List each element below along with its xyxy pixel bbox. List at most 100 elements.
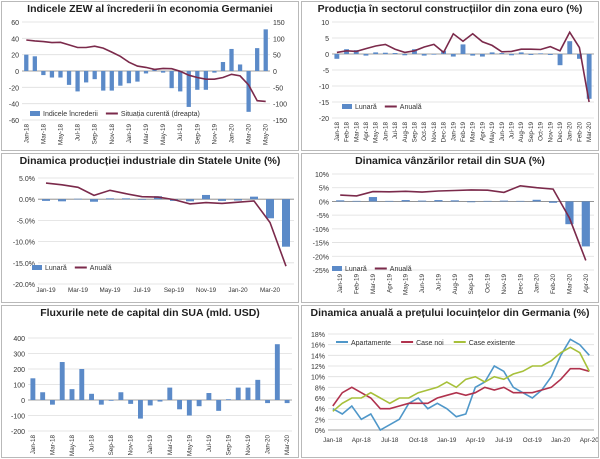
- bar: [373, 52, 379, 54]
- panel-us-industrial: Dinamica producției industriale din Stat…: [1, 153, 299, 303]
- bar: [282, 199, 290, 247]
- bar: [336, 200, 345, 202]
- bar: [50, 400, 55, 405]
- y-tick-label: 10%: [315, 172, 329, 179]
- bar: [467, 201, 476, 203]
- bar: [143, 71, 149, 74]
- x-tick-label: Mar-18: [353, 122, 360, 142]
- x-tick-label: May-19: [186, 435, 193, 456]
- bar: [499, 200, 509, 202]
- y2-tick-label: -50: [273, 85, 283, 92]
- x-tick-label: May-20: [263, 124, 270, 145]
- legend-label: Case noi: [416, 340, 444, 347]
- y-tick-label: -15.0%: [13, 261, 35, 268]
- y-tick-label: 14%: [311, 353, 325, 360]
- x-tick-label: Aug-18: [402, 122, 409, 143]
- x-tick-label: Jan-18: [30, 435, 37, 455]
- bar: [266, 199, 274, 219]
- y-tick-label: -200: [11, 429, 25, 436]
- y-tick-label: -20: [9, 85, 19, 92]
- x-tick-label: Sep-18: [108, 435, 115, 456]
- x-tick-label: Sep-19: [468, 274, 475, 295]
- bar: [538, 53, 544, 54]
- y-tick-label: -15: [319, 100, 329, 107]
- bar: [160, 71, 166, 73]
- bar: [265, 400, 270, 404]
- bar: [581, 201, 590, 247]
- legend-label: Situația curentă (dreapta): [121, 111, 200, 118]
- x-tick-label: Jan-20: [551, 437, 571, 444]
- y-tick-label: 5.0%: [19, 176, 35, 183]
- x-tick-label: Oct-18: [409, 437, 428, 444]
- x-tick-label: May-19: [403, 274, 410, 295]
- x-tick-label: Oct-19: [523, 437, 542, 444]
- x-tick-label: Apr-19: [386, 274, 393, 293]
- bar: [460, 44, 466, 54]
- y-tick-label: 12%: [311, 364, 325, 371]
- bar: [499, 53, 505, 54]
- bar: [470, 54, 476, 56]
- x-tick-label: Sep-19: [225, 435, 232, 456]
- panel-us-retail: Dinamica vânzărilor retail din SUA (%) -…: [301, 153, 599, 303]
- x-tick-label: Apr-19: [466, 437, 485, 444]
- x-tick-label: Apr-20: [580, 437, 599, 444]
- bar: [90, 199, 98, 202]
- x-tick-label: Mar-19: [370, 274, 377, 294]
- x-tick-label: Jan-19: [36, 287, 56, 294]
- x-tick-label: Feb-20: [576, 122, 583, 142]
- y-tick-label: 100: [13, 383, 25, 390]
- bar: [547, 54, 553, 55]
- bar: [385, 200, 394, 202]
- x-tick-label: May-18: [57, 124, 64, 145]
- x-tick-label: Mar-20: [284, 435, 291, 455]
- x-tick-label: Nov-19: [245, 435, 252, 456]
- x-tick-label: Nov-19: [211, 124, 218, 145]
- bar: [118, 71, 123, 86]
- legend-label: Indicele încrederii: [43, 111, 98, 118]
- x-tick-label: Apr-19: [479, 122, 486, 141]
- bar: [234, 199, 242, 201]
- us-retail-chart: -25% -20% -15% -10% -5% 0% 5% 10% Jan-19 Feb-19 Ma…: [313, 172, 594, 295]
- series-line: [26, 39, 266, 103]
- y-tick-label: 200: [13, 367, 25, 374]
- legend-swatch: [30, 111, 40, 116]
- x-tick-label: Sep-18: [92, 124, 99, 145]
- bar: [178, 71, 183, 92]
- x-tick-label: Sep-19: [194, 124, 201, 145]
- legend-label: Anuală: [400, 104, 422, 111]
- x-tick-label: May-19: [100, 287, 121, 294]
- bar: [84, 71, 89, 83]
- y-tick-label: 0%: [319, 199, 329, 206]
- x-tick-label: Nov-19: [547, 122, 554, 143]
- y-tick-label: 10: [321, 20, 329, 27]
- y2-tick-label: -150: [273, 118, 287, 125]
- y-tick-label: 40: [11, 36, 19, 43]
- x-tick-label: Jul-19: [509, 122, 516, 140]
- x-tick-label: Mar-19: [68, 287, 88, 294]
- bar: [483, 200, 492, 202]
- series-line: [45, 182, 287, 267]
- x-tick-label: Jan-20: [228, 287, 248, 294]
- bar: [30, 378, 36, 400]
- x-tick-label: May-19: [160, 124, 167, 145]
- legend-swatch: [342, 104, 352, 109]
- legend-swatch: [32, 265, 42, 270]
- x-tick-label: Jun-18: [382, 122, 389, 142]
- y2-tick-label: -100: [273, 102, 287, 109]
- y2-tick-label: 0: [273, 69, 277, 76]
- y-tick-label: -5%: [317, 213, 329, 220]
- bar: [567, 41, 573, 54]
- bar: [69, 389, 75, 400]
- x-tick-label: Dec-19: [557, 122, 564, 143]
- x-tick-label: Mar-18: [49, 435, 56, 455]
- y-tick-label: 18%: [311, 332, 325, 339]
- bar: [237, 64, 243, 71]
- chart-title: Indicele ZEW al încrederii în economia G…: [27, 3, 273, 15]
- bar: [586, 54, 592, 99]
- y-tick-label: 0: [15, 69, 19, 76]
- x-tick-label: Jan-20: [229, 124, 236, 144]
- x-tick-label: Jul-18: [89, 435, 96, 453]
- legend-label: Anuală: [90, 265, 112, 272]
- x-tick-label: Nov-18: [431, 122, 438, 143]
- bar: [24, 54, 29, 71]
